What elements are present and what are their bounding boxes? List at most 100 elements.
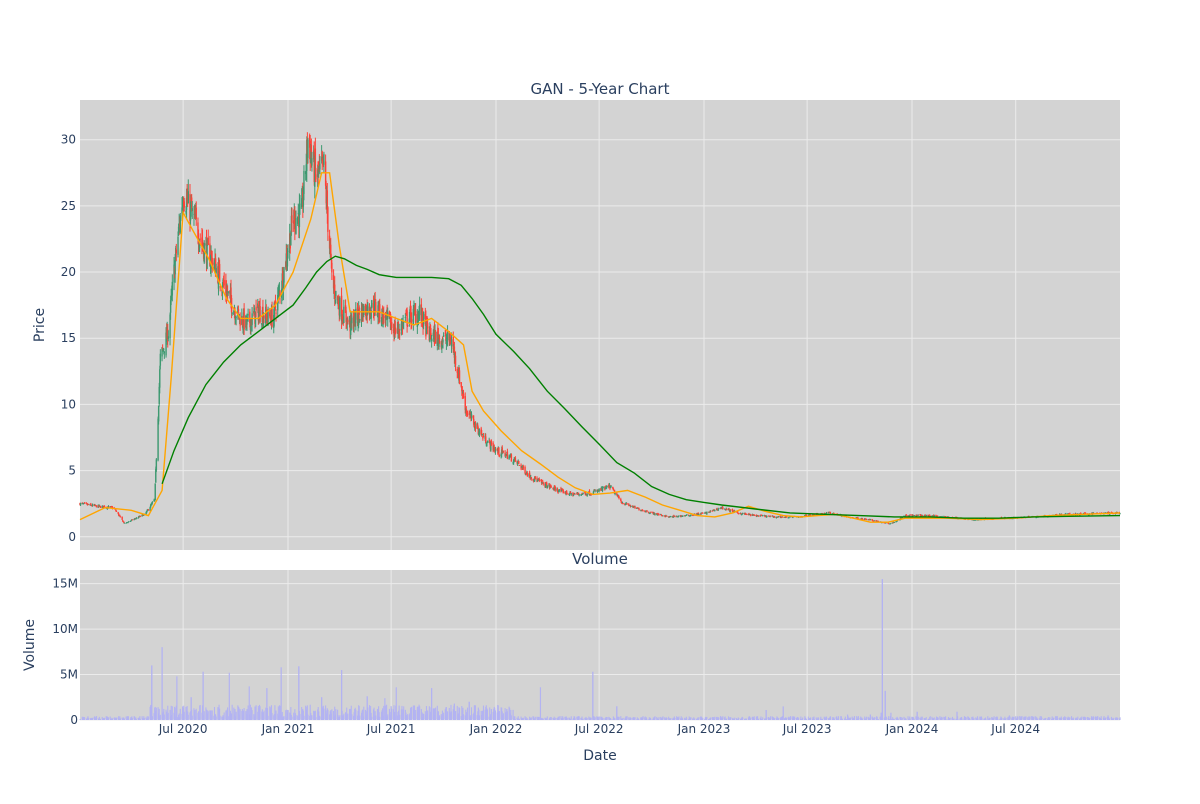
volume-bar[interactable] (901, 717, 903, 720)
volume-bar[interactable] (102, 718, 104, 720)
volume-bar[interactable] (1104, 718, 1106, 720)
volume-bar[interactable] (985, 718, 987, 720)
volume-bar[interactable] (609, 718, 611, 720)
volume-bar[interactable] (449, 711, 451, 720)
volume-bar[interactable] (510, 709, 512, 720)
candle-body[interactable] (82, 503, 84, 504)
candle-body[interactable] (690, 514, 692, 517)
volume-bar[interactable] (482, 705, 485, 720)
volume-bar[interactable] (913, 719, 915, 720)
volume-bar[interactable] (111, 718, 114, 720)
volume-bar[interactable] (418, 704, 420, 720)
volume-bar[interactable] (365, 714, 367, 720)
volume-bar[interactable] (486, 709, 489, 720)
candle-body[interactable] (697, 512, 700, 515)
candle-body[interactable] (594, 490, 596, 492)
volume-bar[interactable] (391, 708, 393, 720)
candle-body[interactable] (324, 161, 327, 186)
volume-bar[interactable] (378, 712, 380, 720)
candle-body[interactable] (275, 312, 277, 314)
volume-bar[interactable] (925, 718, 927, 720)
candle-body[interactable] (556, 489, 559, 492)
volume-bar[interactable] (949, 717, 951, 720)
volume-bar[interactable] (872, 717, 874, 720)
candle-body[interactable] (477, 428, 480, 435)
candle-body[interactable] (478, 430, 481, 435)
volume-bar[interactable] (1081, 716, 1083, 720)
volume-spike-bar[interactable] (298, 666, 300, 720)
volume-bar[interactable] (1015, 718, 1017, 720)
candle-body[interactable] (706, 511, 708, 515)
volume-bar[interactable] (705, 717, 707, 720)
volume-bar[interactable] (550, 717, 552, 720)
volume-bar[interactable] (900, 717, 902, 720)
candle-body[interactable] (461, 386, 463, 392)
volume-bar[interactable] (1093, 716, 1095, 720)
volume-bar[interactable] (215, 714, 217, 720)
volume-bar[interactable] (243, 710, 245, 720)
candle-body[interactable] (913, 515, 915, 516)
volume-bar[interactable] (630, 717, 632, 720)
volume-bar[interactable] (258, 704, 261, 720)
volume-bar[interactable] (254, 706, 256, 720)
volume-bar[interactable] (554, 718, 556, 720)
volume-bar[interactable] (138, 717, 140, 720)
candle-body[interactable] (568, 493, 571, 496)
volume-bar[interactable] (593, 716, 595, 720)
volume-bar[interactable] (457, 713, 459, 720)
volume-bar[interactable] (569, 718, 571, 720)
volume-bar[interactable] (162, 711, 164, 720)
volume-bar[interactable] (1000, 716, 1002, 720)
candle-body[interactable] (813, 514, 816, 516)
volume-bar[interactable] (405, 712, 407, 720)
volume-bar[interactable] (690, 717, 692, 720)
volume-bar[interactable] (1119, 717, 1121, 720)
volume-bar[interactable] (261, 711, 263, 720)
candle-body[interactable] (230, 287, 232, 301)
volume-bar[interactable] (791, 717, 793, 720)
volume-bar[interactable] (961, 718, 963, 720)
volume-bar[interactable] (961, 716, 963, 720)
candle-body[interactable] (445, 339, 448, 344)
volume-bar[interactable] (109, 716, 111, 720)
volume-bar[interactable] (988, 717, 991, 720)
candle-body[interactable] (241, 319, 244, 326)
volume-bar[interactable] (139, 718, 141, 720)
volume-bar[interactable] (701, 718, 703, 720)
volume-bar[interactable] (353, 712, 355, 720)
volume-bar[interactable] (682, 718, 684, 720)
candle-body[interactable] (210, 254, 212, 267)
volume-bar[interactable] (262, 715, 265, 720)
volume-bar[interactable] (761, 719, 763, 720)
volume-bar[interactable] (578, 716, 580, 720)
volume-bar[interactable] (802, 717, 804, 720)
candle-body[interactable] (524, 467, 526, 474)
volume-bar[interactable] (908, 719, 910, 720)
volume-bar[interactable] (871, 716, 873, 720)
candle-body[interactable] (117, 512, 119, 514)
candle-body[interactable] (935, 515, 937, 517)
volume-bar[interactable] (481, 710, 483, 720)
volume-bar[interactable] (738, 717, 740, 720)
volume-bar[interactable] (812, 717, 814, 720)
candle-body[interactable] (893, 522, 896, 524)
volume-bar[interactable] (450, 704, 452, 720)
candle-body[interactable] (386, 307, 388, 318)
volume-bar[interactable] (102, 717, 104, 720)
candle-body[interactable] (267, 308, 269, 323)
volume-bar[interactable] (608, 717, 610, 720)
volume-bar[interactable] (426, 713, 428, 720)
volume-bar[interactable] (610, 719, 612, 720)
volume-bar[interactable] (263, 710, 265, 720)
volume-bar[interactable] (429, 711, 432, 720)
volume-bar[interactable] (861, 718, 863, 720)
candle-body[interactable] (209, 243, 211, 266)
volume-bar[interactable] (925, 717, 927, 720)
candle-body[interactable] (1111, 512, 1113, 513)
volume-bar[interactable] (849, 717, 852, 720)
volume-bar[interactable] (521, 717, 523, 720)
volume-bar[interactable] (485, 706, 487, 720)
volume-bar[interactable] (352, 715, 355, 720)
volume-bar[interactable] (1031, 716, 1033, 720)
volume-bar[interactable] (963, 716, 965, 720)
